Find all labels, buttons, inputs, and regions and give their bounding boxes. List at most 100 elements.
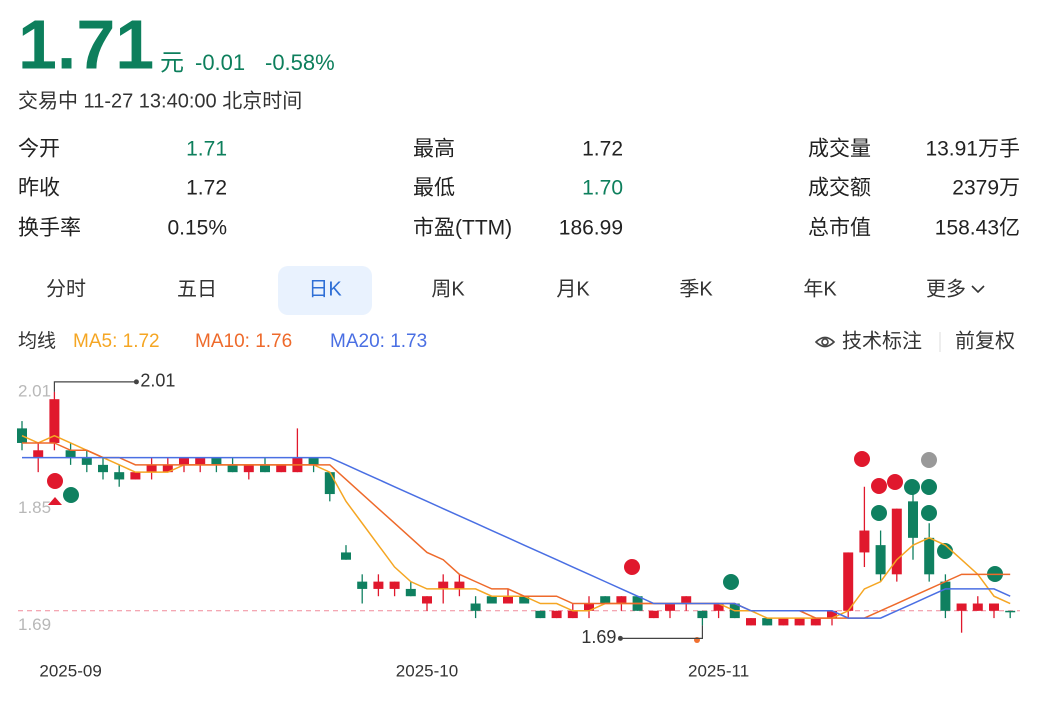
stat-value: 1.72 bbox=[582, 138, 623, 161]
eye-icon bbox=[814, 336, 836, 348]
candle-body bbox=[470, 603, 481, 611]
candle-body bbox=[227, 464, 238, 473]
tab[interactable]: 周K bbox=[431, 278, 465, 300]
candle-body bbox=[956, 603, 967, 611]
status-line: 交易中 11-27 13:40:00 北京时间 bbox=[18, 89, 302, 112]
candle-body bbox=[940, 581, 951, 611]
candle-body bbox=[600, 596, 611, 604]
candle-body bbox=[195, 457, 206, 465]
candle-body bbox=[697, 610, 708, 619]
stat-label: 昨收 bbox=[18, 177, 60, 200]
stat-value: 158.43亿 bbox=[935, 217, 1020, 240]
x-tick-label: 2025-09 bbox=[39, 661, 101, 680]
legend-entry: MA20: 1.73 bbox=[330, 331, 427, 352]
toolbar-adjust[interactable]: 前复权 bbox=[955, 329, 1015, 352]
candle-body bbox=[875, 545, 886, 575]
candle-body bbox=[503, 596, 513, 604]
candle-body bbox=[616, 596, 627, 604]
candle-body bbox=[551, 610, 562, 619]
price-change: -0.01 bbox=[195, 50, 245, 75]
candle-body bbox=[324, 472, 335, 495]
stat-label: 市盈(TTM) bbox=[413, 217, 512, 240]
tab[interactable]: 年K bbox=[803, 277, 837, 300]
dropdown-icon bbox=[971, 285, 985, 294]
y-tick-label: 2.01 bbox=[18, 381, 51, 400]
candle-body bbox=[827, 610, 837, 619]
candle-body bbox=[114, 472, 125, 480]
stat-label: 换手率 bbox=[18, 217, 81, 240]
candle-body bbox=[162, 464, 173, 473]
candle-body bbox=[762, 618, 773, 626]
candle-body bbox=[130, 472, 141, 480]
tab[interactable]: 更多 bbox=[926, 277, 966, 300]
stat-value: 1.72 bbox=[186, 177, 227, 200]
legend-entry: MA5: 1.72 bbox=[73, 331, 160, 352]
stat-value: 1.71 bbox=[186, 138, 227, 161]
price-unit: 元 bbox=[160, 49, 184, 76]
price: 1.71 bbox=[18, 5, 154, 83]
candle-body bbox=[405, 588, 416, 597]
candle-body bbox=[438, 581, 449, 589]
stat-label: 最高 bbox=[413, 138, 455, 161]
annotation-dot bbox=[133, 379, 139, 385]
candle-body bbox=[98, 464, 108, 473]
toolbar-annotate[interactable]: 技术标注 bbox=[842, 329, 922, 352]
candle-body bbox=[33, 450, 44, 458]
signal-markers bbox=[47, 451, 1003, 643]
candle-body bbox=[308, 457, 319, 465]
candle-body bbox=[535, 610, 546, 619]
stat-value: 13.91万手 bbox=[925, 138, 1020, 161]
stat-value: 1.70 bbox=[582, 177, 623, 200]
annotation-label: 1.69 bbox=[581, 627, 616, 647]
stat-label: 成交额 bbox=[808, 177, 871, 200]
candle-body bbox=[81, 457, 92, 465]
candle-body bbox=[584, 603, 594, 611]
annotation-label: 2.01 bbox=[140, 371, 175, 391]
candle-body bbox=[681, 596, 692, 604]
candle-body bbox=[486, 596, 497, 604]
candle-body bbox=[713, 603, 724, 611]
candle-body bbox=[567, 610, 578, 619]
candle-body bbox=[454, 581, 465, 589]
stat-label: 最低 bbox=[413, 177, 455, 200]
candle-body bbox=[65, 450, 76, 458]
candle-body bbox=[389, 581, 400, 589]
candle-body bbox=[519, 596, 530, 604]
tab[interactable]: 季K bbox=[679, 277, 713, 300]
candle-body bbox=[908, 501, 918, 538]
candle-body bbox=[924, 537, 935, 575]
ma-line bbox=[22, 456, 1011, 619]
candle-body bbox=[843, 552, 854, 611]
ma-line bbox=[22, 442, 1011, 619]
stat-value: 186.99 bbox=[559, 217, 623, 240]
stat-label: 总市值 bbox=[808, 217, 871, 240]
candle-body bbox=[49, 399, 60, 443]
candle-body bbox=[859, 530, 870, 553]
tab[interactable]: 月K bbox=[556, 278, 590, 300]
y-tick-label: 1.85 bbox=[18, 498, 51, 517]
stat-value: 2379万 bbox=[952, 177, 1020, 200]
candle-body bbox=[972, 603, 983, 611]
candle-body bbox=[989, 603, 999, 611]
price-change-pct: -0.58% bbox=[265, 50, 335, 75]
y-tick-label: 1.69 bbox=[18, 615, 51, 634]
candle-body bbox=[179, 457, 189, 465]
x-tick-label: 2025-11 bbox=[688, 661, 749, 680]
tab[interactable]: 分时 bbox=[46, 277, 86, 300]
candle-body bbox=[794, 618, 805, 626]
legend-entry: MA10: 1.76 bbox=[195, 331, 292, 352]
candle-body bbox=[648, 610, 659, 619]
candle-body bbox=[778, 618, 789, 626]
stat-value: 0.15% bbox=[167, 217, 227, 240]
candle-body bbox=[341, 552, 351, 560]
tab[interactable]: 日K bbox=[308, 278, 342, 300]
candle-body bbox=[211, 457, 222, 465]
candle-body bbox=[357, 581, 368, 589]
annotation-leader bbox=[53, 381, 137, 392]
annotation-dot bbox=[617, 635, 623, 641]
annotation-leader bbox=[620, 625, 704, 640]
candle-body bbox=[146, 464, 157, 473]
tab[interactable]: 五日 bbox=[177, 278, 217, 300]
